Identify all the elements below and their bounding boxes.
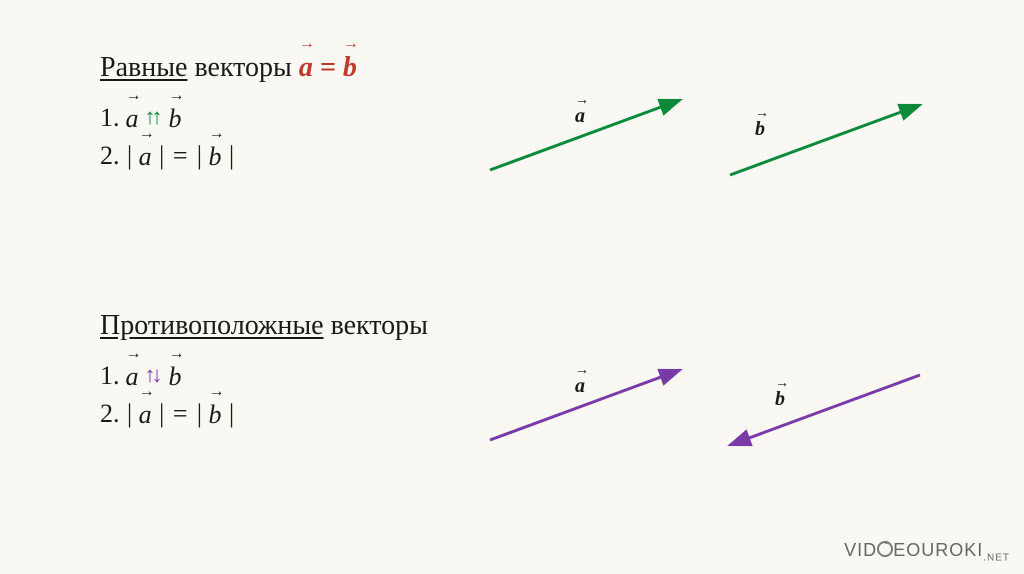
- vectors-svg: [480, 80, 940, 190]
- heading-opposite: Противоположные векторы: [100, 310, 428, 342]
- vec-b: b: [169, 102, 182, 134]
- mid: | = |: [158, 141, 203, 171]
- heading-rest: векторы: [187, 52, 298, 83]
- vec-b: b: [343, 50, 357, 84]
- bar-close: |: [228, 399, 235, 429]
- rule-number: 2.: [100, 399, 120, 429]
- heading-rest: векторы: [324, 310, 428, 341]
- vec-b: b: [169, 360, 182, 392]
- heading-underlined: Равные: [100, 52, 187, 83]
- label-b: b: [775, 388, 785, 411]
- wm-o-icon: [877, 541, 893, 557]
- diagram-equal-vectors: a b: [480, 80, 940, 190]
- bar: |: [126, 399, 133, 429]
- vector-b-line: [730, 375, 920, 445]
- vec-a: a: [126, 102, 139, 134]
- wm-prefix: VID: [844, 540, 877, 560]
- heading-equal: Равные векторы a = b: [100, 50, 357, 84]
- vector-a-line: [490, 100, 680, 170]
- rule-2: 2. |a| = |b|: [100, 140, 357, 172]
- rule-number: 2.: [100, 141, 120, 171]
- watermark: VID EOUROKI.NET: [844, 540, 1010, 564]
- vector-a-line: [490, 370, 680, 440]
- label-a: a: [575, 105, 585, 128]
- vec-b: b: [209, 140, 222, 172]
- mid: | = |: [158, 399, 203, 429]
- diagram-opposite-vectors: a b: [480, 350, 940, 460]
- rule-2: 2. |a| = |b|: [100, 398, 428, 430]
- vec-a: a: [139, 140, 152, 172]
- vectors-svg: [480, 350, 940, 460]
- section-equal-vectors: Равные векторы a = b 1. a ↑↑ b 2. |a| = …: [100, 50, 357, 178]
- vec-a: a: [139, 398, 152, 430]
- vec-b: b: [209, 398, 222, 430]
- heading-formula: a = b: [299, 52, 357, 83]
- bar-close: |: [228, 141, 235, 171]
- rule-number: 1.: [100, 103, 120, 133]
- eq-sign: =: [313, 52, 343, 83]
- heading-underlined: Противоположные: [100, 310, 324, 341]
- wm-suffix2: .NET: [983, 553, 1010, 564]
- wm-suffix1: OUROKI: [906, 540, 983, 560]
- label-b: b: [755, 118, 765, 141]
- wm-mid: E: [893, 540, 906, 560]
- vec-a: a: [299, 50, 313, 84]
- rule-number: 1.: [100, 361, 120, 391]
- section-opposite-vectors: Противоположные векторы 1. a ↑↓ b 2. |a|…: [100, 310, 428, 436]
- vec-a: a: [126, 360, 139, 392]
- label-a: a: [575, 375, 585, 398]
- bar: |: [126, 141, 133, 171]
